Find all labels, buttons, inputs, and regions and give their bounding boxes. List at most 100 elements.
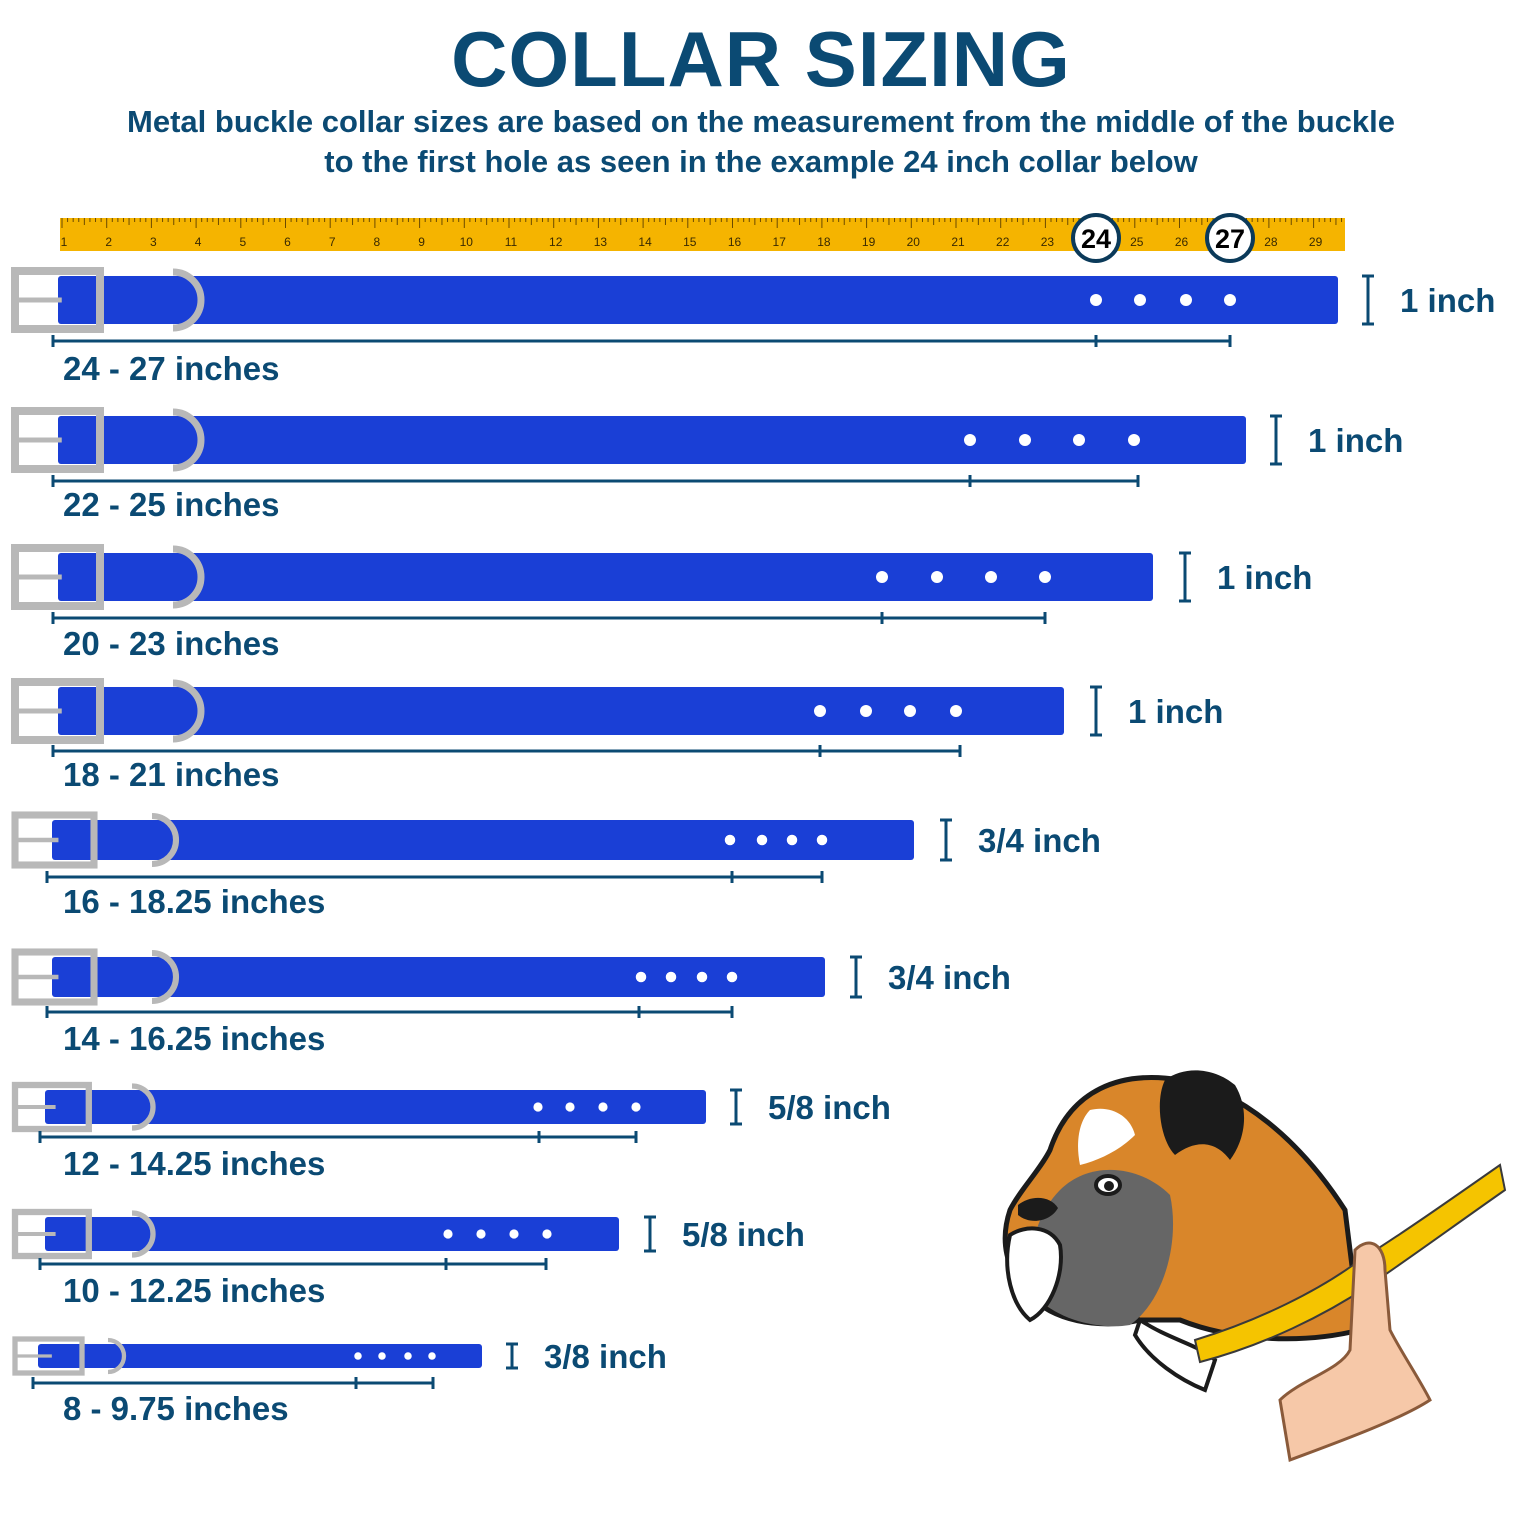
tape-number: 6 — [284, 235, 291, 249]
tape-number: 4 — [195, 235, 202, 249]
collar-row: 14 - 16.25 inches 3/4 inch — [11, 948, 1011, 1057]
collar-hole — [724, 834, 736, 846]
collar-hole — [1224, 294, 1236, 306]
circled-marker-24: 24 — [1071, 213, 1121, 263]
collar-size-range: 10 - 12.25 inches — [63, 1272, 325, 1309]
collar-row: 8 - 9.75 inches 3/8 inch — [12, 1336, 667, 1427]
collar-strap — [58, 276, 1338, 324]
tape-number: 8 — [374, 235, 381, 249]
dog-chest — [1132, 1316, 1218, 1393]
collar-width-label: 1 inch — [1400, 282, 1495, 319]
collar-size-range: 22 - 25 inches — [63, 486, 279, 523]
collar-size-range: 12 - 14.25 inches — [63, 1145, 325, 1182]
hand — [1278, 1241, 1432, 1463]
d-ring — [172, 545, 205, 609]
collar-hole — [542, 1229, 552, 1239]
circled-number-27: 27 — [1215, 224, 1245, 254]
collar-hole — [598, 1102, 608, 1112]
collar-hole — [816, 834, 828, 846]
tape-number: 13 — [594, 235, 608, 249]
collar-hole — [814, 705, 826, 717]
collar-hole — [1180, 294, 1192, 306]
collar-size-range: 18 - 21 inches — [63, 756, 279, 793]
neck-measuring-tape — [1193, 1163, 1507, 1364]
tape-number: 21 — [951, 235, 965, 249]
collar-rows: 24 - 27 inches 1 inch 22 - 25 inches 1 inch… — [11, 267, 1495, 1427]
collar-hole — [509, 1229, 519, 1239]
collar-size-range: 20 - 23 inches — [63, 625, 279, 662]
collar-hole — [1039, 571, 1051, 583]
collar-size-range: 14 - 16.25 inches — [63, 1020, 325, 1057]
collar-row: 24 - 27 inches 1 inch — [11, 267, 1495, 387]
dog-muzzle-mask — [1031, 1169, 1174, 1327]
tape-number: 5 — [239, 235, 246, 249]
collar-hole — [1090, 294, 1102, 306]
collar-width-label: 3/4 inch — [888, 959, 1011, 996]
collar-hole — [696, 971, 708, 983]
measuring-tape: 1 2 3 4 5 6 7 8 9 10 11 12 13 14 15 16 17 18 19 20 21 22 23 25 2… — [60, 213, 1345, 263]
subtitle-line-2: to the first hole as seen in the example… — [324, 144, 1198, 179]
collar-hole — [756, 834, 768, 846]
tape-body — [60, 218, 1345, 251]
collar-strap — [58, 416, 1246, 464]
tape-number: 11 — [505, 235, 518, 249]
collar-hole — [964, 434, 976, 446]
collar-width-label: 3/4 inch — [978, 822, 1101, 859]
page-title: COLLAR SIZING — [451, 15, 1071, 103]
collar-strap — [52, 820, 914, 860]
tape-number: 29 — [1309, 235, 1323, 249]
circled-number-24: 24 — [1081, 224, 1111, 254]
collar-hole — [1134, 294, 1146, 306]
collar-hole — [476, 1229, 486, 1239]
d-ring — [131, 1083, 156, 1131]
collar-strap — [38, 1344, 482, 1368]
tape-number: 20 — [907, 235, 921, 249]
collar-hole — [860, 705, 872, 717]
collar-width-label: 5/8 inch — [682, 1216, 805, 1253]
collar-width-label: 1 inch — [1217, 559, 1312, 596]
collar-hole — [1128, 434, 1140, 446]
collar-hole — [1073, 434, 1085, 446]
tape-number: 12 — [549, 235, 563, 249]
collar-row: 22 - 25 inches 1 inch — [11, 407, 1403, 523]
tape-number: 7 — [329, 235, 336, 249]
tape-number: 14 — [638, 235, 652, 249]
tape-numbers: 1 2 3 4 5 6 7 8 9 10 11 12 13 14 15 16 17 18 19 20 21 22 23 25 2… — [61, 235, 1323, 249]
collar-hole — [786, 834, 798, 846]
collar-width-label: 3/8 inch — [544, 1338, 667, 1375]
tape-number: 9 — [418, 235, 425, 249]
tape-number: 16 — [728, 235, 742, 249]
tape-number: 26 — [1175, 235, 1189, 249]
collar-size-range: 24 - 27 inches — [63, 350, 279, 387]
circled-marker-27: 27 — [1205, 213, 1255, 263]
collar-strap — [45, 1217, 619, 1251]
dog-blaze — [1078, 1108, 1135, 1165]
collar-hole — [443, 1229, 453, 1239]
subtitle-line-1: Metal buckle collar sizes are based on t… — [127, 104, 1395, 139]
collar-strap — [58, 553, 1153, 601]
collar-hole — [428, 1352, 436, 1360]
tape-number: 10 — [460, 235, 474, 249]
dog-chin — [1005, 1226, 1063, 1323]
d-ring — [172, 268, 205, 332]
tape-number: 18 — [817, 235, 831, 249]
dog-nose — [1018, 1197, 1058, 1221]
collar-hole — [904, 705, 916, 717]
d-ring — [107, 1337, 127, 1375]
collar-width-label: 5/8 inch — [768, 1089, 891, 1126]
collar-width-label: 1 inch — [1128, 693, 1223, 730]
tape-number: 3 — [150, 235, 157, 249]
tape-number: 2 — [105, 235, 112, 249]
d-ring — [131, 1210, 156, 1258]
collar-hole — [876, 571, 888, 583]
collar-hole — [726, 971, 738, 983]
boxer-dog-illustration — [1002, 1070, 1507, 1463]
collar-hole — [1019, 434, 1031, 446]
tape-number: 28 — [1264, 235, 1278, 249]
collar-hole — [635, 971, 647, 983]
collar-row: 12 - 14.25 inches 5/8 inch — [11, 1081, 891, 1182]
collar-hole — [533, 1102, 543, 1112]
tape-number: 25 — [1130, 235, 1144, 249]
tape-number: 19 — [862, 235, 876, 249]
